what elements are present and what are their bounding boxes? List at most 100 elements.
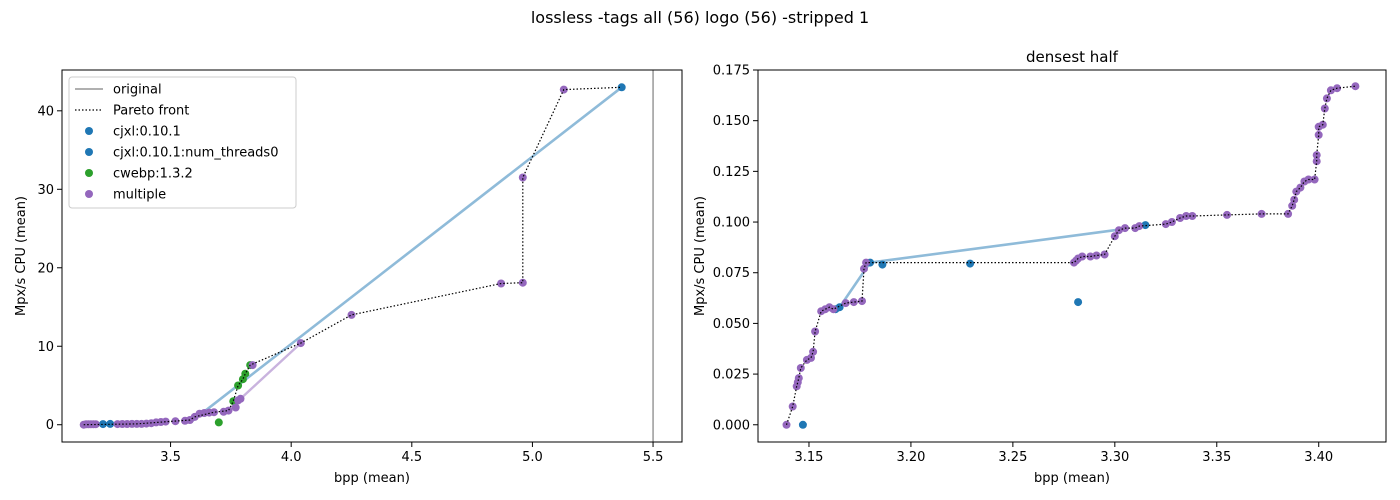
data-point-multiple: [1322, 94, 1331, 103]
data-point-multiple: [794, 374, 803, 383]
data-point-cwebp-1-3-2: [241, 369, 250, 378]
x-tick-label: 3.5: [160, 450, 181, 465]
data-point-multiple: [224, 406, 233, 415]
y-tick-label: 0.000: [713, 418, 750, 433]
x-tick-label: 3.15: [794, 450, 823, 465]
data-point-multiple: [1257, 209, 1266, 218]
cjxl-trend-line: [191, 86, 624, 423]
x-tick-label: 3.30: [1100, 450, 1129, 465]
x-axis-label: bpp (mean): [334, 471, 410, 486]
legend-item: cwebp:1.3.2: [85, 167, 193, 182]
data-point-cjxl-0-10-1: [798, 420, 807, 429]
x-tick-label: 5.0: [522, 450, 543, 465]
y-tick-label: 10: [37, 340, 54, 355]
plot-frame: [757, 69, 1387, 443]
x-tick-label: 3.25: [998, 450, 1027, 465]
y-tick-label: 0.125: [713, 165, 750, 180]
cjxl-trend-line: [823, 228, 1117, 312]
data-point-multiple: [1223, 210, 1231, 219]
data-point-multiple: [1351, 82, 1360, 91]
legend-item: multiple: [85, 188, 166, 203]
data-point-multiple: [807, 353, 815, 362]
y-tick-label: 20: [37, 261, 54, 276]
data-point-cjxl-0-10-1: [1074, 298, 1083, 307]
y-tick-label: 0: [46, 418, 54, 433]
data-point-multiple: [809, 347, 818, 356]
y-tick-label: 0.075: [713, 266, 750, 281]
y-tick-label: 0.025: [713, 368, 750, 383]
data-point-cjxl-0-10-1-num-threads0: [106, 419, 115, 428]
chart-panel-right: 3.15 3.20 3.25 3.30 3.35 3.40 0.000 0.025 0.050 0…: [693, 48, 1387, 486]
legend-label: cjxl:0.10.1: [113, 125, 181, 140]
data-point-multiple: [1320, 104, 1329, 113]
legend-swatch-marker: [85, 148, 93, 156]
data-point-multiple: [1078, 252, 1087, 261]
data-point-cjxl-0-10-1: [1141, 221, 1150, 230]
y-tick-label: 0.175: [713, 64, 750, 79]
data-point-multiple: [1188, 212, 1197, 220]
data-point-multiple: [796, 364, 805, 372]
legend-item: original: [75, 83, 162, 98]
chart-title: densest half: [1026, 48, 1119, 66]
y-tick-label: 40: [37, 104, 54, 119]
chart-panel-left: 3.5 4.0 4.5 5.0 5.5 0 10 20 30 40 bpp (mean) Mpx/s …: [14, 69, 683, 486]
data-point-cjxl-0-10-1: [99, 420, 107, 429]
figure-suptitle: lossless -tags all (56) logo (56) -strip…: [531, 8, 869, 27]
data-point-multiple: [1296, 183, 1305, 192]
data-point-multiple: [1161, 220, 1170, 229]
data-point-cjxl-0-10-1: [878, 260, 887, 269]
legend-item: Pareto front: [75, 104, 189, 119]
y-tick-label: 30: [37, 183, 54, 198]
x-tick-label: 3.35: [1202, 450, 1231, 465]
data-point-multiple: [518, 278, 527, 287]
legend-label: original: [113, 83, 162, 98]
x-tick-label: 4.5: [401, 450, 422, 465]
data-point-multiple: [1314, 130, 1323, 139]
data-point-multiple: [1310, 175, 1319, 184]
legend-box: [68, 76, 297, 209]
data-point-multiple: [91, 420, 100, 429]
legend-swatch-marker: [85, 127, 93, 135]
legend-item: cjxl:0.10.1:num_threads0: [85, 146, 278, 161]
data-point-multiple: [1092, 251, 1101, 260]
x-tick-label: 5.5: [643, 450, 664, 465]
y-axis-label: Mpx/s CPU (mean): [693, 196, 708, 316]
data-point-multiple: [811, 327, 820, 336]
data-point-multiple: [788, 402, 797, 411]
x-tick-label: 4.0: [281, 450, 302, 465]
legend-label: cjxl:0.10.1:num_threads0: [113, 146, 278, 161]
legend-label: Pareto front: [113, 104, 189, 119]
data-point-cwebp-1-3-2: [214, 418, 223, 427]
data-point-multiple: [841, 299, 850, 308]
data-point-multiple: [210, 408, 218, 417]
data-point-multiple: [1288, 201, 1297, 210]
data-point-multiple: [1312, 151, 1321, 160]
pareto-front-line: [785, 85, 1356, 425]
data-point-multiple: [1290, 195, 1299, 204]
x-axis-label: bpp (mean): [1034, 471, 1110, 486]
data-point-multiple: [860, 264, 868, 273]
y-tick-label: 0.050: [713, 317, 750, 332]
legend-label: multiple: [113, 188, 166, 203]
x-tick-label: 3.40: [1304, 450, 1333, 465]
y-tick-label: 0.100: [713, 216, 750, 231]
data-point-multiple: [1167, 218, 1176, 226]
legend-swatch-marker: [85, 169, 93, 177]
plot-frame: [61, 69, 683, 443]
y-tick-label: 0.150: [713, 114, 750, 129]
data-point-multiple: [829, 305, 838, 314]
data-point-multiple: [231, 403, 240, 412]
data-point-multiple: [236, 394, 245, 403]
data-point-multiple: [347, 310, 356, 319]
data-point-multiple: [161, 417, 170, 426]
data-point-cjxl-0-10-1: [617, 83, 626, 92]
data-point-cjxl-0-10-1: [966, 259, 975, 268]
data-point-multiple: [518, 173, 527, 182]
data-point-multiple: [1326, 86, 1335, 95]
data-point-multiple: [248, 361, 257, 370]
legend: original Pareto front cjxl:0.10.1 cjxl:0.10…: [68, 76, 297, 209]
legend-item: cjxl:0.10.1: [85, 125, 181, 140]
data-point-multiple: [849, 298, 858, 307]
legend-label: cwebp:1.3.2: [113, 167, 193, 182]
